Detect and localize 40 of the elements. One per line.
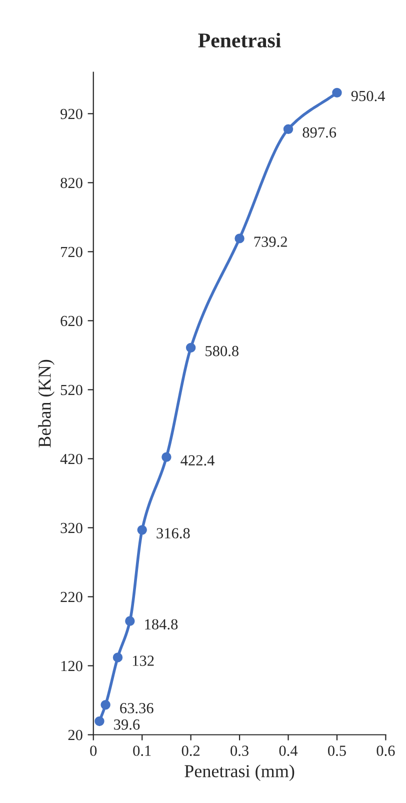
- data-label: 63.36: [120, 703, 154, 714]
- y-tick-label: 420: [60, 454, 82, 464]
- y-tick-label: 620: [60, 316, 82, 326]
- y-tick-label: 220: [60, 592, 82, 602]
- x-tick-label: 0.2: [182, 746, 200, 756]
- point: [234, 234, 244, 244]
- data-label: 39.6: [114, 719, 140, 730]
- data-label: 316.8: [156, 528, 190, 538]
- data-label: 184.8: [145, 619, 178, 630]
- x-axis-title: Penetrasi (mm): [184, 764, 294, 781]
- x-tick-label: 0.3: [230, 746, 248, 756]
- data-label: 897.6: [302, 127, 336, 138]
- point: [162, 452, 172, 462]
- point: [186, 342, 196, 353]
- y-tick-label: 520: [60, 384, 82, 396]
- y-tick-label: 20: [68, 730, 82, 740]
- data-label: 739.2: [254, 236, 287, 247]
- y-tick-label: 320: [60, 522, 82, 534]
- data-label: 132: [132, 656, 154, 666]
- point: [332, 88, 342, 98]
- point: [283, 124, 294, 134]
- y-axis-title: Beban (KN): [38, 360, 54, 448]
- point: [137, 525, 147, 535]
- data-label: 580.8: [206, 346, 238, 356]
- x-tick-label: 0.1: [133, 746, 151, 756]
- x-tick-label: 0.6: [376, 746, 395, 756]
- point: [94, 716, 104, 726]
- x-tick-label: 0.5: [328, 746, 346, 756]
- chart-title: Penetrasi: [198, 32, 281, 48]
- point: [112, 652, 123, 662]
- point: [100, 700, 110, 710]
- y-tick-label: 120: [61, 660, 82, 672]
- x-tick-label: 0: [90, 746, 97, 756]
- point: [125, 616, 135, 626]
- y-tick-label: 820: [60, 178, 82, 188]
- data-label: 950.4: [351, 90, 386, 102]
- y-tick-label: 720: [61, 246, 82, 258]
- y-tick-label: 920: [60, 108, 82, 120]
- x-tick-label: 0.4: [279, 746, 298, 756]
- data-label: 422.4: [180, 455, 214, 466]
